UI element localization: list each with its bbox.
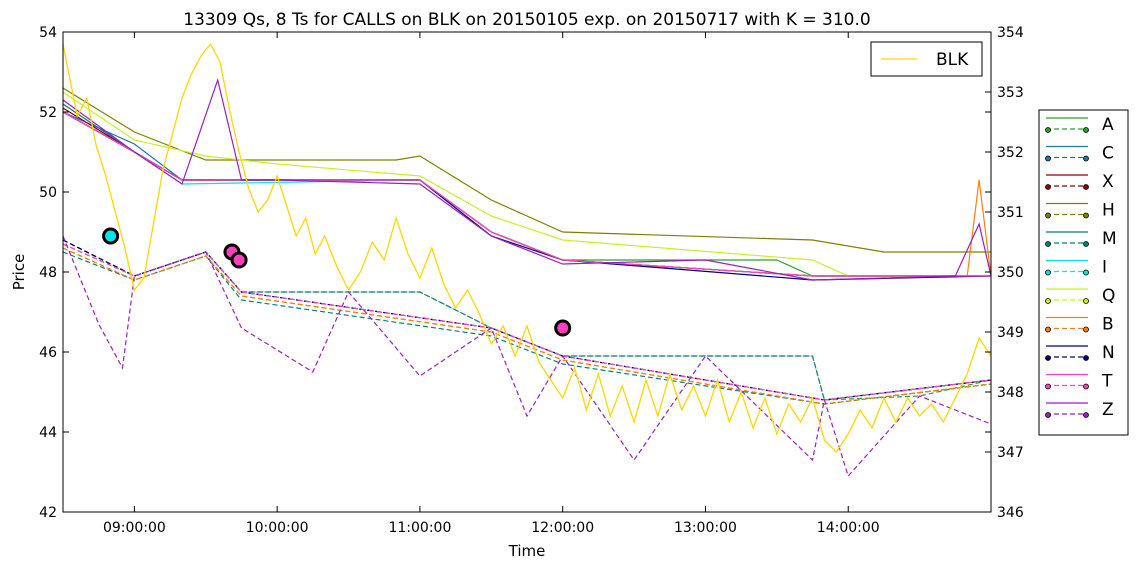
bid-line-C — [63, 243, 991, 401]
legend-dot-X — [1045, 184, 1051, 190]
legend-label-Q: Q — [1102, 286, 1115, 306]
legend-label-I: I — [1102, 258, 1107, 278]
legend-dot-T — [1083, 383, 1089, 390]
legend-label-X: X — [1102, 172, 1114, 192]
legend-label-H: H — [1102, 201, 1115, 221]
y2-tick-label: 353 — [997, 85, 1024, 101]
x-tick-label: 11:00:00 — [388, 520, 451, 536]
ask-line-B — [63, 111, 991, 277]
ask-line-N — [63, 111, 991, 281]
y2-tick-label: 352 — [997, 145, 1024, 161]
y-tick-label: 48 — [39, 265, 57, 281]
legend-dot-M — [1045, 241, 1051, 247]
legend-dot-A — [1045, 127, 1051, 133]
legend-dot-B — [1045, 326, 1051, 333]
y2-tick-label: 347 — [997, 445, 1024, 461]
legend-dot-Q — [1083, 298, 1089, 304]
legend-dot-I — [1045, 269, 1051, 276]
trade-marker-0 — [102, 227, 120, 245]
x-tick-label: 10:00:00 — [246, 520, 309, 536]
legend-dot-B — [1083, 326, 1089, 333]
chart-title: 13309 Qs, 8 Ts for CALLS on BLK on 20150… — [183, 10, 870, 30]
y2-tick-label: 349 — [997, 325, 1024, 341]
ask-line-C — [63, 111, 991, 277]
ask-line-T — [63, 111, 991, 277]
legend-dot-A — [1083, 127, 1089, 133]
y-axis-label: Price — [10, 254, 28, 291]
bid-line-I — [63, 243, 991, 401]
y-tick-label: 44 — [39, 425, 57, 441]
x-tick-label: 14:00:00 — [817, 520, 880, 536]
x-tick-label: 13:00:00 — [674, 520, 737, 536]
legend-dot-X — [1083, 184, 1089, 190]
ask-line-Q — [63, 91, 991, 277]
legend-dot-Q — [1045, 298, 1051, 304]
y2-tick-label: 350 — [997, 265, 1024, 281]
legend-dot-H — [1045, 212, 1051, 219]
legend-label-T: T — [1101, 372, 1113, 392]
bid-line-Z — [63, 235, 991, 478]
legend-label-M: M — [1102, 229, 1117, 249]
y2-tick-label: 351 — [997, 205, 1024, 221]
legend-dot-Z — [1083, 412, 1089, 418]
legend-label-Z: Z — [1102, 400, 1114, 420]
bid-line-T — [63, 243, 991, 401]
legend-dot-M — [1083, 241, 1089, 247]
legend-dot-I — [1083, 269, 1089, 276]
legend-label-B: B — [1102, 315, 1114, 335]
legend-label-N: N — [1102, 343, 1115, 363]
ask-line-A — [63, 111, 991, 277]
underlying-line — [63, 42, 991, 454]
x-tick-label: 12:00:00 — [531, 520, 594, 536]
y2-tick-label: 348 — [997, 385, 1024, 401]
legend-dot-Z — [1045, 412, 1051, 418]
legend-dot-H — [1083, 212, 1089, 219]
legend-label-A: A — [1102, 115, 1114, 135]
y2-tick-label: 354 — [997, 25, 1024, 41]
bid-line-B — [63, 247, 991, 405]
ask-line-I — [63, 111, 991, 277]
bid-line-X — [63, 239, 991, 401]
ask-line-Z — [63, 77, 991, 281]
y2-tick-label: 346 — [997, 505, 1024, 521]
bid-line-Q — [63, 243, 991, 401]
x-tick-label: 09:00:00 — [103, 520, 166, 536]
y-tick-label: 50 — [39, 185, 57, 201]
underlying-legend: BLK — [870, 41, 983, 77]
bid-line-N — [63, 239, 991, 401]
y-tick-label: 42 — [39, 505, 57, 521]
legend-dot-N — [1083, 355, 1089, 361]
ask-line-X — [63, 107, 991, 277]
series-group — [63, 42, 991, 478]
y-tick-label: 52 — [39, 105, 57, 121]
trade-marker-3 — [554, 319, 572, 337]
bid-line-A — [63, 239, 991, 401]
y-tick-label: 46 — [39, 345, 57, 361]
legend-dot-T — [1045, 383, 1051, 390]
legend-label-C: C — [1102, 144, 1114, 164]
x-axis-label: Time — [508, 542, 546, 560]
legend-dot-C — [1083, 155, 1089, 162]
plot-frame — [62, 31, 992, 513]
trade-marker-2 — [230, 251, 248, 269]
legend-dot-N — [1045, 355, 1051, 361]
y-tick-label: 54 — [39, 25, 57, 41]
underlying-legend-label: BLK — [936, 50, 969, 70]
plot-area: 42 44 46 48 50 52 54 346 347 348 349 350 351 352 353 35… — [39, 25, 1129, 536]
legend-dot-C — [1045, 155, 1051, 162]
